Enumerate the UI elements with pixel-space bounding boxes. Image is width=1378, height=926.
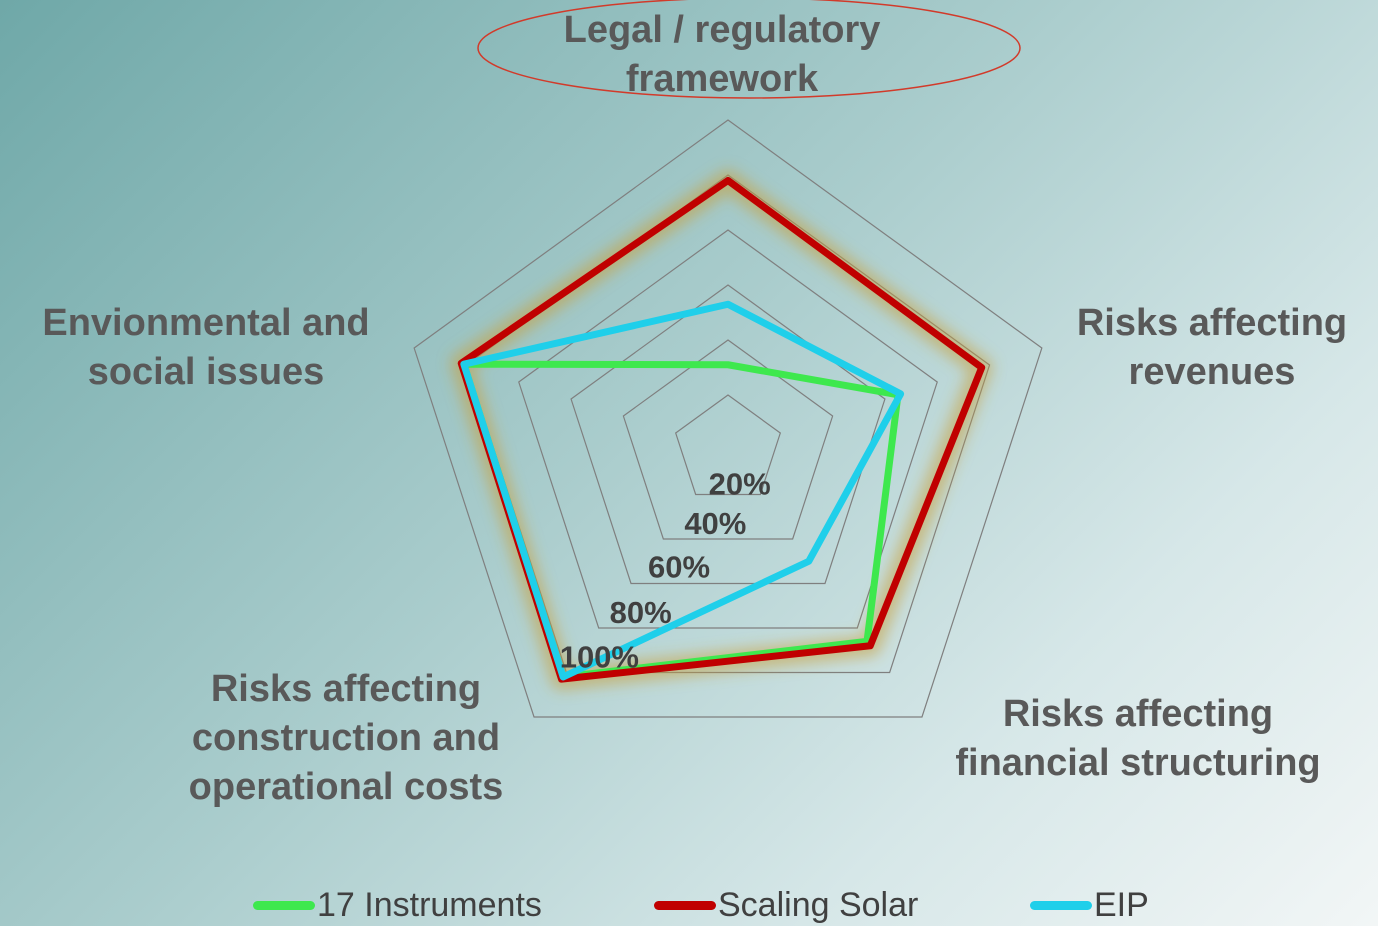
category-label-line: revenues xyxy=(1129,351,1296,393)
category-label-line: Risks affecting xyxy=(1077,302,1347,344)
legend-item-17-instruments: 17 Instruments xyxy=(253,886,542,925)
radial-tick-label: 60% xyxy=(648,549,710,584)
category-label-line: Legal / regulatory xyxy=(564,9,881,51)
category-label-line: financial structuring xyxy=(955,742,1320,784)
category-labels: Legal / regulatory framework Risks affecti… xyxy=(42,9,1347,808)
category-label: Legal / regulatory framework xyxy=(564,9,881,100)
legend-swatch-eip xyxy=(1030,901,1092,910)
radial-tick-label: 80% xyxy=(610,595,672,630)
radial-tick-label: 40% xyxy=(684,506,746,541)
category-label: Envionmental and social issues xyxy=(42,302,369,393)
category-label-line: Risks affecting xyxy=(1003,693,1273,735)
legend-label: 17 Instruments xyxy=(317,886,542,924)
legend-item-eip: EIP xyxy=(1030,886,1149,925)
category-label-line: operational costs xyxy=(189,766,504,808)
legend-item-scaling-solar: Scaling Solar xyxy=(654,886,918,925)
category-label: Risks affecting construction and operation… xyxy=(189,668,504,808)
radial-tick-label: 100% xyxy=(560,639,639,674)
grid-ring xyxy=(518,229,938,629)
radial-tick-labels: 20% 40% 60% 80% 100% xyxy=(560,466,771,674)
legend-swatch-scaling-solar xyxy=(654,901,716,910)
radial-tick-label: 20% xyxy=(709,466,771,501)
grid-ring xyxy=(570,284,886,585)
legend-swatch-17-instruments xyxy=(253,901,315,910)
category-label-line: Envionmental and xyxy=(42,302,369,344)
grid-ring xyxy=(413,119,1043,718)
highlight-ellipse xyxy=(477,0,1021,99)
category-label: Risks affecting financial structuring xyxy=(955,693,1320,784)
grid-ring xyxy=(622,339,834,540)
radar-series xyxy=(457,177,986,683)
category-label-line: framework xyxy=(626,58,819,100)
grid-ring xyxy=(674,394,782,496)
category-label-line: social issues xyxy=(88,351,325,393)
series-line-eip xyxy=(460,300,905,681)
legend-label: Scaling Solar xyxy=(718,886,919,924)
radar-grid xyxy=(413,119,1043,718)
category-label-line: construction and xyxy=(192,717,500,759)
category-label-line: Risks affecting xyxy=(211,668,481,710)
legend-label: EIP xyxy=(1094,886,1149,924)
series-line-scaling-solar xyxy=(457,177,986,683)
category-label: Risks affecting revenues xyxy=(1077,302,1347,393)
chart-legend: 17 Instruments Scaling Solar EIP xyxy=(0,884,1378,926)
